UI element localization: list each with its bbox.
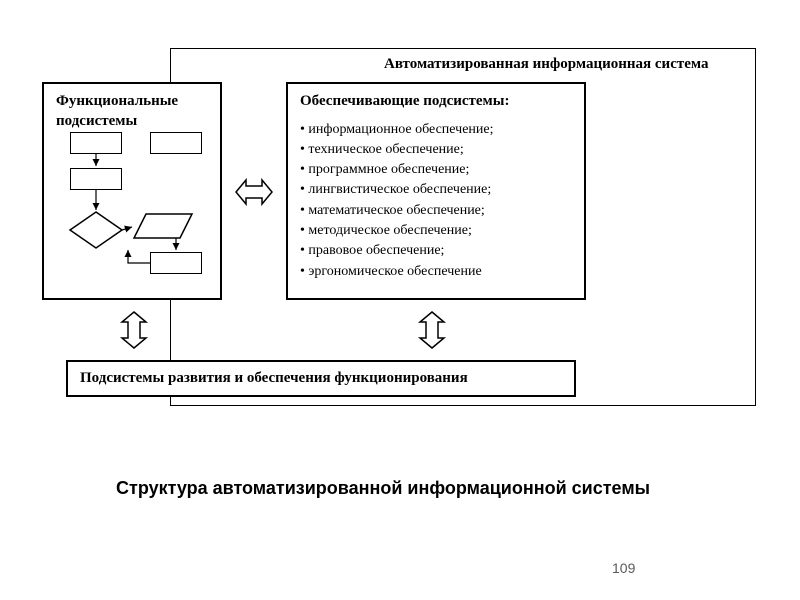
list-item: программное обеспечение; (300, 160, 572, 180)
bidir-arrow-h (236, 180, 272, 204)
list-item: информационное обеспечение; (300, 120, 572, 140)
supporting-items-list: информационное обеспечение; техническое … (300, 120, 572, 282)
diagram-caption: Структура автоматизированной информацион… (116, 478, 650, 499)
list-item: лингвистическое обеспечение; (300, 180, 572, 200)
supporting-subsystems-box: Обеспечивающие подсистемы: информационно… (286, 82, 586, 300)
bidir-arrow-v2 (420, 312, 444, 348)
list-item: техническое обеспечение; (300, 140, 572, 160)
flow-diamond (70, 212, 122, 248)
list-item: эргономическое обеспечение (300, 262, 572, 282)
bidir-arrow-v1 (122, 312, 146, 348)
supporting-box-title: Обеспечивающие подсистемы: (300, 92, 572, 112)
page-number: 109 (612, 560, 635, 576)
flow-parallelogram (134, 214, 192, 238)
development-subsystems-box: Подсистемы развития и обеспечения функци… (66, 360, 576, 397)
list-item: правовое обеспечение; (300, 241, 572, 261)
list-item: математическое обеспечение; (300, 201, 572, 221)
list-item: методическое обеспечение; (300, 221, 572, 241)
bottom-box-label: Подсистемы развития и обеспечения функци… (80, 370, 468, 386)
